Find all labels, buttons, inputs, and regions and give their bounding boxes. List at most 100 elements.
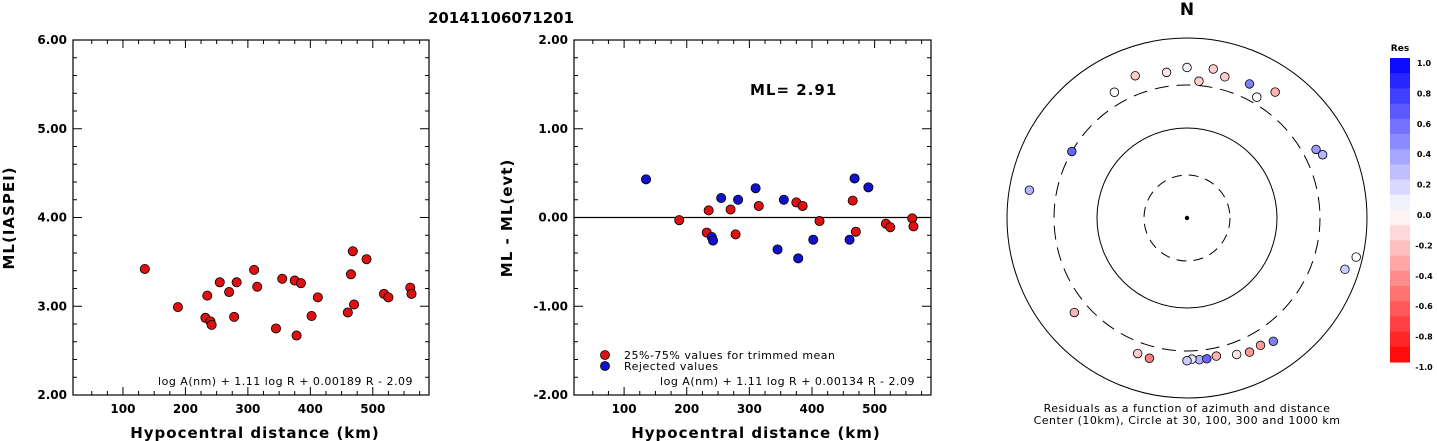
x-tick-label: 100	[110, 402, 135, 416]
x-tick-label: 200	[173, 402, 198, 416]
colorbar-cell	[1390, 225, 1410, 241]
middle-tick-labels: 100 200 300 400 500 -2.00 -1.00 0.00 1.00 2.00	[533, 33, 887, 416]
legend: 25%-75% values for trimmed mean Rejected…	[600, 349, 836, 373]
colorbar-tick-label: -1.0	[1415, 363, 1433, 372]
y-tick-label: -2.00	[533, 388, 568, 402]
data-point	[277, 273, 288, 284]
station-residual-point	[1231, 349, 1242, 360]
left-y-axis-label: ML(IASPEI)	[0, 166, 18, 269]
y-tick-label: 1.00	[538, 122, 568, 136]
colorbar-cells	[1390, 58, 1410, 363]
station-residual-point	[1194, 76, 1204, 86]
trimmed-point	[703, 205, 714, 216]
colorbar-tick-label: 0.6	[1417, 120, 1432, 129]
middle-y-axis-label: ML - ML(evt)	[498, 159, 516, 277]
middle-formula: log A(nm) + 1.11 log R + 0.00134 R - 2.0…	[660, 375, 915, 388]
colorbar-tick-label: 0.4	[1417, 150, 1432, 159]
rejected-point	[772, 244, 783, 255]
y-tick-label: 4.00	[37, 211, 67, 225]
trimmed-point	[850, 226, 861, 237]
figure-title: 20141106071201	[428, 9, 574, 27]
station-residual-point	[1161, 67, 1172, 78]
data-point	[139, 263, 150, 274]
rejected-point	[708, 235, 719, 246]
middle-data-points	[641, 173, 919, 264]
panel-azimuth-residuals: N Residuals as a function of azimuth and…	[1006, 0, 1368, 427]
y-tick-label: 3.00	[37, 299, 67, 313]
polar-caption-line1: Residuals as a function of azimuth and d…	[1044, 402, 1331, 415]
data-point	[229, 311, 240, 322]
data-point	[214, 277, 225, 288]
station-residual-point	[1270, 87, 1280, 97]
colorbar-cell	[1390, 164, 1410, 181]
data-point	[270, 323, 281, 334]
polar-data-points	[1024, 62, 1361, 366]
data-point	[383, 292, 394, 303]
colorbar-tick-labels: 1.0 0.8 0.6 0.4 0.2 0.0 -0.2 -0.4 -0.6 -0.8 -1.0	[1415, 59, 1433, 372]
data-point	[291, 330, 302, 341]
data-point	[312, 292, 323, 303]
colorbar-cell	[1390, 194, 1410, 211]
rejected-point	[863, 182, 874, 193]
colorbar-cell	[1390, 118, 1410, 135]
station-residual-point	[1202, 354, 1212, 364]
trimmed-point	[885, 222, 896, 233]
trimmed-point	[730, 229, 741, 240]
station-residual-point	[1255, 340, 1266, 351]
station-residual-point	[1311, 144, 1321, 155]
colorbar-tick-label: 1.0	[1417, 59, 1432, 68]
data-point	[224, 287, 235, 298]
colorbar-tick-label: 0.8	[1417, 89, 1432, 98]
station-residual-point	[1317, 150, 1328, 160]
colorbar-cell	[1390, 286, 1410, 302]
station-residual-point	[1130, 71, 1140, 81]
x-tick-label: 400	[799, 402, 824, 416]
polar-caption-line2: Center (10km), Circle at 30, 100, 300 an…	[1034, 414, 1341, 427]
colorbar-cell	[1390, 346, 1410, 363]
x-tick-label: 300	[235, 402, 260, 416]
trimmed-point	[753, 200, 764, 211]
station-residual-point	[1208, 64, 1218, 74]
ring-30km	[1143, 174, 1231, 262]
rejected-point	[641, 174, 652, 185]
left-formula: log A(nm) + 1.11 log R + 0.00189 R - 2.0…	[158, 375, 413, 388]
y-tick-label: -1.00	[533, 299, 568, 313]
data-point	[306, 311, 317, 322]
trimmed-point	[847, 195, 858, 206]
rejected-point	[716, 192, 727, 203]
left-ticks	[73, 39, 429, 396]
station-residual-point	[1067, 146, 1077, 157]
x-tick-label: 300	[737, 402, 762, 416]
colorbar-tick-label: 0.2	[1417, 181, 1431, 190]
station-residual-point	[1220, 72, 1230, 82]
legend-label-trimmed: 25%-75% values for trimmed mean	[624, 349, 836, 362]
left-tick-labels: 100 200 300 400 500 2.00 3.00 4.00 5.00 6.00	[37, 33, 385, 416]
y-tick-label: 2.00	[37, 388, 67, 402]
data-point	[347, 246, 358, 257]
y-tick-label: 0.00	[538, 211, 568, 225]
station-residual-point	[1144, 353, 1155, 363]
station-residual-point	[1211, 351, 1222, 361]
rejected-point	[849, 173, 860, 184]
middle-ticks	[574, 39, 931, 396]
rejected-point	[733, 194, 744, 205]
legend-label-rejected: Rejected values	[624, 360, 719, 373]
station-residual-point	[1182, 356, 1192, 366]
colorbar-cell	[1390, 270, 1410, 287]
ml-event-value: ML= 2.91	[750, 81, 837, 99]
station-residual-point	[1252, 92, 1262, 102]
data-point	[206, 319, 217, 330]
residual-colorbar: Res 1.0 0.8 0.6 0.4 0.2 0.0 -0.2 -0.4 -0.6 -0.8 -1…	[1390, 44, 1433, 372]
data-point	[361, 254, 372, 265]
colorbar-cell	[1390, 134, 1410, 150]
colorbar-cell	[1390, 179, 1410, 196]
data-point	[349, 299, 360, 310]
station-residual-point	[1024, 185, 1035, 195]
y-tick-label: 6.00	[37, 33, 67, 47]
station-residual-point	[1132, 348, 1143, 359]
colorbar-cell	[1390, 103, 1410, 120]
data-point	[295, 278, 306, 289]
rejected-point	[750, 183, 761, 194]
colorbar-title: Res	[1391, 44, 1409, 54]
